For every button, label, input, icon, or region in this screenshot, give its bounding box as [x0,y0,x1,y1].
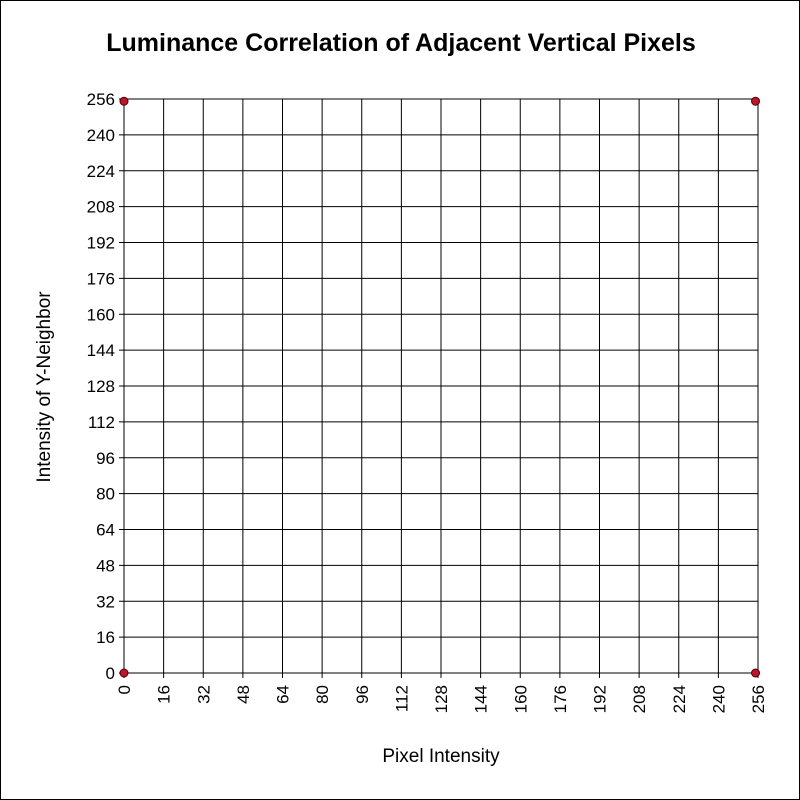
y-tick-label: 96 [96,449,115,468]
x-tick-label: 240 [709,685,728,713]
data-point [119,668,129,678]
x-tick-label: 0 [115,685,134,694]
x-tick-label: 144 [472,685,491,713]
x-tick-label: 224 [670,685,689,713]
x-tick-label: 128 [432,685,451,713]
y-tick-label: 160 [87,305,115,324]
y-tick-label: 192 [87,234,115,253]
y-tick-label: 64 [96,521,115,540]
data-points [119,96,761,678]
y-tick-label: 240 [87,126,115,145]
x-tick-label: 208 [630,685,649,713]
x-tick-label: 112 [392,685,411,712]
y-tick-label: 144 [87,341,115,360]
y-axis-label: Intensity of Y-Neighbor [34,291,55,483]
y-tick-label: 48 [96,556,115,575]
y-tick-label: 256 [87,90,115,109]
y-tick-label: 32 [96,592,115,611]
y-tick-label: 16 [96,628,115,647]
grid-lines [123,98,759,674]
y-tick-label: 112 [88,413,115,432]
x-tick-label: 80 [313,685,332,704]
x-tick-label: 192 [591,685,610,713]
y-tick-label: 128 [87,377,115,396]
y-tick-label: 80 [96,485,115,504]
x-tick-label: 160 [511,685,530,713]
x-axis-tick-labels: 0 16 32 48 64 80 96 112 128 144 160 176 192 208 224 240… [115,673,768,713]
x-axis-label: Pixel Intensity [382,746,500,767]
y-tick-label: 208 [87,198,115,217]
y-tick-label: 0 [106,664,115,683]
x-tick-label: 96 [353,685,372,704]
x-tick-label: 176 [551,685,570,713]
x-tick-label: 48 [234,685,253,704]
y-tick-label: 176 [87,269,115,288]
x-tick-label: 16 [155,685,174,704]
x-tick-label: 64 [274,685,293,704]
x-tick-label: 32 [194,685,213,704]
x-tick-label: 256 [749,685,768,713]
y-axis-tick-labels: 0 16 32 48 64 80 96 112 128 144 160 176 192 208 224 240… [87,90,124,683]
data-point [751,668,761,678]
data-point [751,96,761,106]
data-point [119,96,129,106]
y-tick-label: 224 [87,162,115,181]
chart-title: Luminance Correlation of Adjacent Vertic… [106,29,696,57]
